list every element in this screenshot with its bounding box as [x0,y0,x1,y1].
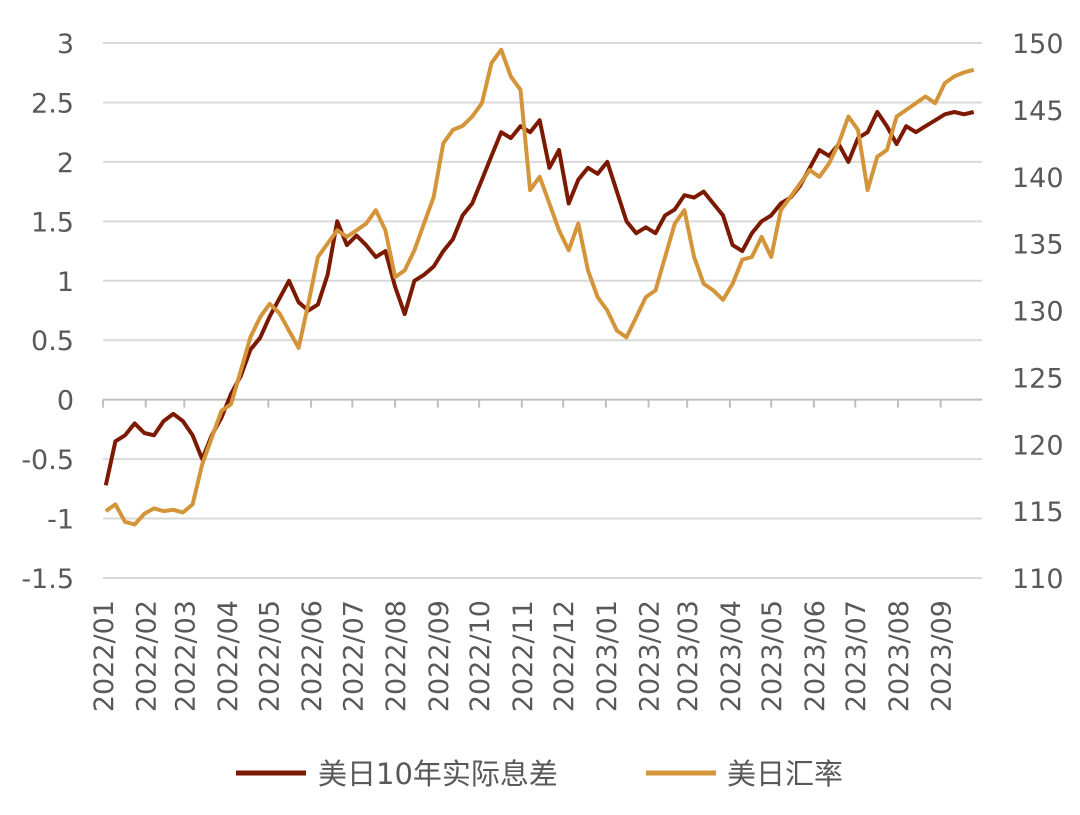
x-tick-label: 2022/09 [424,600,455,712]
x-tick-label: 2023/06 [800,600,831,712]
x-tick-label: 2022/05 [254,600,285,712]
x-tick-label: 2022/12 [549,600,580,712]
y-left-tick-label: 2 [57,148,74,179]
y-right-tick-label: 115 [1012,497,1064,528]
tick-labels: 3 2.5 2 1.5 1 0.5 0 -0.5 -1 -1.5 150 145 140 135 130 12… [21,29,1063,712]
legend-label-usdjpy: 美日汇率 [727,757,843,791]
y-left-tick-label: 0.5 [31,326,74,357]
legend: 美日10年实际息差 美日汇率 [236,757,843,791]
x-tick-label: 2023/02 [635,600,666,712]
legend-item-usdjpy[interactable]: 美日汇率 [646,757,843,791]
y-left-tick-label: -0.5 [21,445,74,476]
x-tick-label: 2022/10 [465,600,496,712]
y-left-tick-label: 1 [57,267,74,298]
x-tick-label: 2022/07 [338,600,369,712]
x-tick-label: 2023/08 [884,600,915,712]
legend-item-spread[interactable]: 美日10年实际息差 [236,757,558,791]
y-right-tick-label: 125 [1012,363,1064,394]
x-tick-label: 2022/01 [89,600,120,712]
series-lines [103,47,975,527]
x-tick-label: 2023/03 [673,600,704,712]
x-tick-label: 2022/02 [132,600,163,712]
series-line-spread [103,110,975,486]
gridlines [103,42,982,579]
x-tick-label: 2023/09 [927,600,958,712]
x-tick-label: 2022/03 [170,600,201,712]
x-tick-label: 2022/11 [508,600,539,712]
y-right-tick-label: 140 [1012,163,1064,194]
y-left-tick-label: 2.5 [31,88,74,119]
x-tick-label: 2022/08 [381,600,412,712]
y-left-tick-label: 1.5 [31,207,74,238]
y-left-tick-label: -1 [47,505,74,536]
y-right-tick-label: 120 [1012,430,1064,461]
y-left-tick-label: -1.5 [21,564,74,595]
x-tick-label: 2022/04 [213,600,244,712]
y-right-tick-label: 135 [1012,230,1064,261]
y-left-tick-label: 0 [57,386,74,417]
y-left-tick-label: 3 [57,29,74,60]
y-right-tick-label: 150 [1012,29,1064,60]
legend-label-spread: 美日10年实际息差 [318,757,558,791]
x-tick-label: 2023/05 [757,600,788,712]
x-tick-label: 2023/07 [841,600,872,712]
y-right-tick-label: 130 [1012,297,1064,328]
series-line-usdjpy [104,47,975,527]
x-tick-label: 2022/06 [297,600,328,712]
x-tick-label: 2023/01 [592,600,623,712]
x-axis [102,398,982,408]
x-tick-label: 2023/04 [716,600,747,712]
y-right-tick-label: 145 [1012,96,1064,127]
y-right-tick-label: 110 [1012,564,1064,595]
